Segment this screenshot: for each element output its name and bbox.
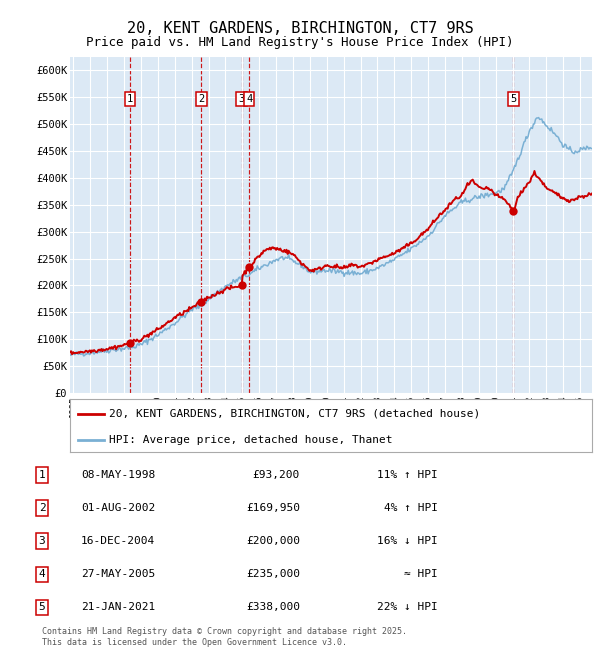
Text: £200,000: £200,000 [246, 536, 300, 546]
Text: Price paid vs. HM Land Registry's House Price Index (HPI): Price paid vs. HM Land Registry's House … [86, 36, 514, 49]
Text: 4% ↑ HPI: 4% ↑ HPI [384, 503, 438, 513]
Text: 1: 1 [127, 94, 133, 104]
Text: 3: 3 [38, 536, 46, 546]
Text: 20, KENT GARDENS, BIRCHINGTON, CT7 9RS (detached house): 20, KENT GARDENS, BIRCHINGTON, CT7 9RS (… [109, 409, 481, 419]
Text: £338,000: £338,000 [246, 603, 300, 612]
Text: 22% ↓ HPI: 22% ↓ HPI [377, 603, 438, 612]
Text: 11% ↑ HPI: 11% ↑ HPI [377, 470, 438, 480]
Text: 3: 3 [239, 94, 245, 104]
Text: 5: 5 [38, 603, 46, 612]
Text: £169,950: £169,950 [246, 503, 300, 513]
Text: 16-DEC-2004: 16-DEC-2004 [81, 536, 155, 546]
Text: 08-MAY-1998: 08-MAY-1998 [81, 470, 155, 480]
Text: 2: 2 [38, 503, 46, 513]
Text: 20, KENT GARDENS, BIRCHINGTON, CT7 9RS: 20, KENT GARDENS, BIRCHINGTON, CT7 9RS [127, 21, 473, 36]
Text: ≈ HPI: ≈ HPI [404, 569, 438, 579]
Text: 16% ↓ HPI: 16% ↓ HPI [377, 536, 438, 546]
Text: 01-AUG-2002: 01-AUG-2002 [81, 503, 155, 513]
Text: 4: 4 [246, 94, 252, 104]
Text: 27-MAY-2005: 27-MAY-2005 [81, 569, 155, 579]
Text: 4: 4 [38, 569, 46, 579]
Text: Contains HM Land Registry data © Crown copyright and database right 2025.
This d: Contains HM Land Registry data © Crown c… [42, 627, 407, 647]
Text: 2: 2 [199, 94, 205, 104]
Text: 21-JAN-2021: 21-JAN-2021 [81, 603, 155, 612]
Text: £235,000: £235,000 [246, 569, 300, 579]
Text: HPI: Average price, detached house, Thanet: HPI: Average price, detached house, Than… [109, 436, 392, 445]
Text: £93,200: £93,200 [253, 470, 300, 480]
Text: 1: 1 [38, 470, 46, 480]
Text: 5: 5 [511, 94, 517, 104]
